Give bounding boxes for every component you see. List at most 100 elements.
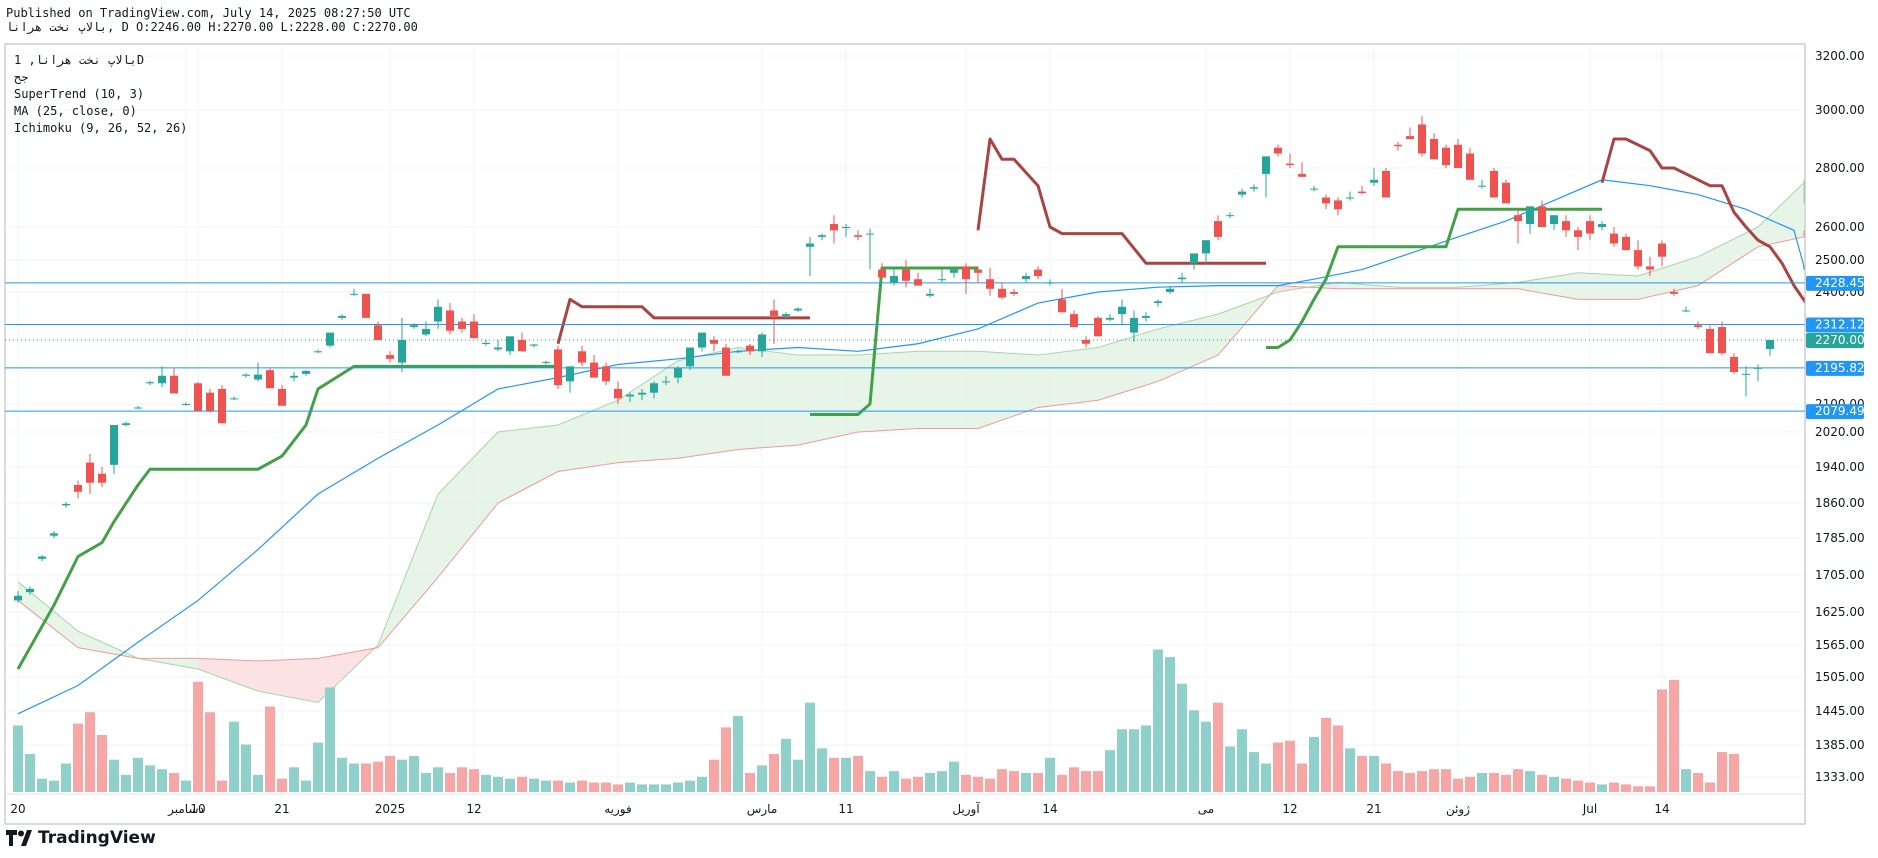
candle-body[interactable]	[1406, 136, 1414, 139]
candle-body[interactable]	[446, 310, 454, 331]
candle-body[interactable]	[230, 398, 238, 400]
candle-body[interactable]	[1430, 139, 1438, 160]
candle-body[interactable]	[1514, 215, 1522, 222]
candle-body[interactable]	[1490, 170, 1498, 198]
candle-body[interactable]	[494, 347, 502, 350]
candle-body[interactable]	[998, 288, 1006, 298]
candle-body[interactable]	[542, 361, 550, 363]
candle-body[interactable]	[734, 351, 742, 353]
candle-body[interactable]	[830, 224, 838, 231]
candle-body[interactable]	[218, 388, 226, 424]
candle-body[interactable]	[1718, 327, 1726, 354]
candle-body[interactable]	[1550, 215, 1558, 225]
candle-body[interactable]	[1142, 316, 1150, 318]
candle-body[interactable]	[602, 366, 610, 382]
candle-body[interactable]	[62, 503, 70, 506]
candle-body[interactable]	[1766, 340, 1774, 350]
candle-body[interactable]	[254, 374, 262, 380]
candle-body[interactable]	[182, 404, 190, 405]
candle-body[interactable]	[1418, 124, 1426, 154]
candle-body[interactable]	[314, 351, 322, 353]
candle-body[interactable]	[1382, 170, 1390, 198]
candle-body[interactable]	[1106, 317, 1114, 320]
candle-body[interactable]	[1478, 185, 1486, 187]
candle-body[interactable]	[374, 325, 382, 340]
candle-body[interactable]	[1166, 288, 1174, 292]
candle-body[interactable]	[1394, 144, 1402, 147]
candle-body[interactable]	[482, 343, 490, 345]
candle-body[interactable]	[1646, 266, 1654, 270]
candle-body[interactable]	[1178, 277, 1186, 280]
candle-body[interactable]	[26, 588, 34, 593]
candle-body[interactable]	[1010, 292, 1018, 294]
legend-symbol[interactable]: بالاپ نخت هرانا, 1D	[14, 53, 145, 67]
candle-body[interactable]	[1562, 221, 1570, 231]
candle-body[interactable]	[902, 269, 910, 281]
price-axis[interactable]: 3200.003000.002800.002600.002500.002400.…	[1804, 44, 1875, 824]
candle-body[interactable]	[854, 235, 862, 237]
candle-body[interactable]	[1622, 236, 1630, 251]
candle-body[interactable]	[746, 345, 754, 352]
candle-body[interactable]	[50, 533, 58, 536]
candle-body[interactable]	[434, 306, 442, 322]
candle-body[interactable]	[1322, 197, 1330, 204]
candle-body[interactable]	[986, 279, 994, 289]
candle-body[interactable]	[842, 227, 850, 228]
candle-body[interactable]	[1742, 373, 1750, 375]
candle-body[interactable]	[686, 347, 694, 367]
candle-body[interactable]	[290, 375, 298, 378]
candle-body[interactable]	[806, 243, 814, 247]
candle-body[interactable]	[1238, 191, 1246, 195]
candle-body[interactable]	[794, 308, 802, 311]
candle-body[interactable]	[1250, 187, 1258, 189]
candle-body[interactable]	[1346, 197, 1354, 199]
candle-body[interactable]	[1694, 325, 1702, 328]
candle-body[interactable]	[266, 370, 274, 389]
candle-body[interactable]	[578, 351, 586, 363]
candle-body[interactable]	[1358, 191, 1366, 194]
candle-body[interactable]	[1670, 292, 1678, 294]
candle-body[interactable]	[1574, 230, 1582, 237]
candle-body[interactable]	[350, 293, 358, 295]
candle-body[interactable]	[1034, 269, 1042, 276]
candle-body[interactable]	[626, 394, 634, 397]
candle-body[interactable]	[590, 362, 598, 378]
candle-body[interactable]	[86, 462, 94, 483]
candle-body[interactable]	[1190, 253, 1198, 264]
candle-body[interactable]	[1046, 282, 1054, 284]
candlesticks[interactable]	[14, 115, 1774, 603]
candle-body[interactable]	[1466, 153, 1474, 180]
candle-body[interactable]	[878, 269, 886, 278]
candle-body[interactable]	[422, 328, 430, 335]
candle-body[interactable]	[278, 388, 286, 406]
candle-body[interactable]	[302, 370, 310, 374]
candle-body[interactable]	[662, 381, 670, 383]
candle-body[interactable]	[1286, 163, 1294, 166]
legend-supertrend[interactable]: SuperTrend (10, 3)	[14, 87, 145, 101]
candle-body[interactable]	[1214, 221, 1222, 237]
candle-body[interactable]	[1454, 144, 1462, 168]
candle-body[interactable]	[1082, 340, 1090, 344]
candle-body[interactable]	[962, 266, 970, 280]
candle-body[interactable]	[398, 340, 406, 363]
candle-body[interactable]	[1334, 200, 1342, 210]
candle-body[interactable]	[974, 269, 982, 273]
candle-body[interactable]	[98, 473, 106, 483]
candle-body[interactable]	[770, 310, 778, 316]
candle-body[interactable]	[1658, 243, 1666, 257]
candle-body[interactable]	[386, 355, 394, 359]
candle-body[interactable]	[566, 366, 574, 382]
candle-body[interactable]	[470, 321, 478, 339]
candle-body[interactable]	[722, 347, 730, 376]
candle-body[interactable]	[758, 334, 766, 352]
candle-body[interactable]	[1730, 356, 1738, 372]
candle-body[interactable]	[950, 269, 958, 273]
tradingview-logo[interactable]: TradingView	[6, 828, 156, 848]
candle-body[interactable]	[530, 344, 538, 346]
candle-body[interactable]	[134, 407, 142, 409]
candle-body[interactable]	[158, 375, 166, 384]
candle-body[interactable]	[674, 368, 682, 378]
candle-body[interactable]	[938, 279, 946, 281]
candle-body[interactable]	[170, 375, 178, 394]
candle-body[interactable]	[194, 383, 202, 411]
